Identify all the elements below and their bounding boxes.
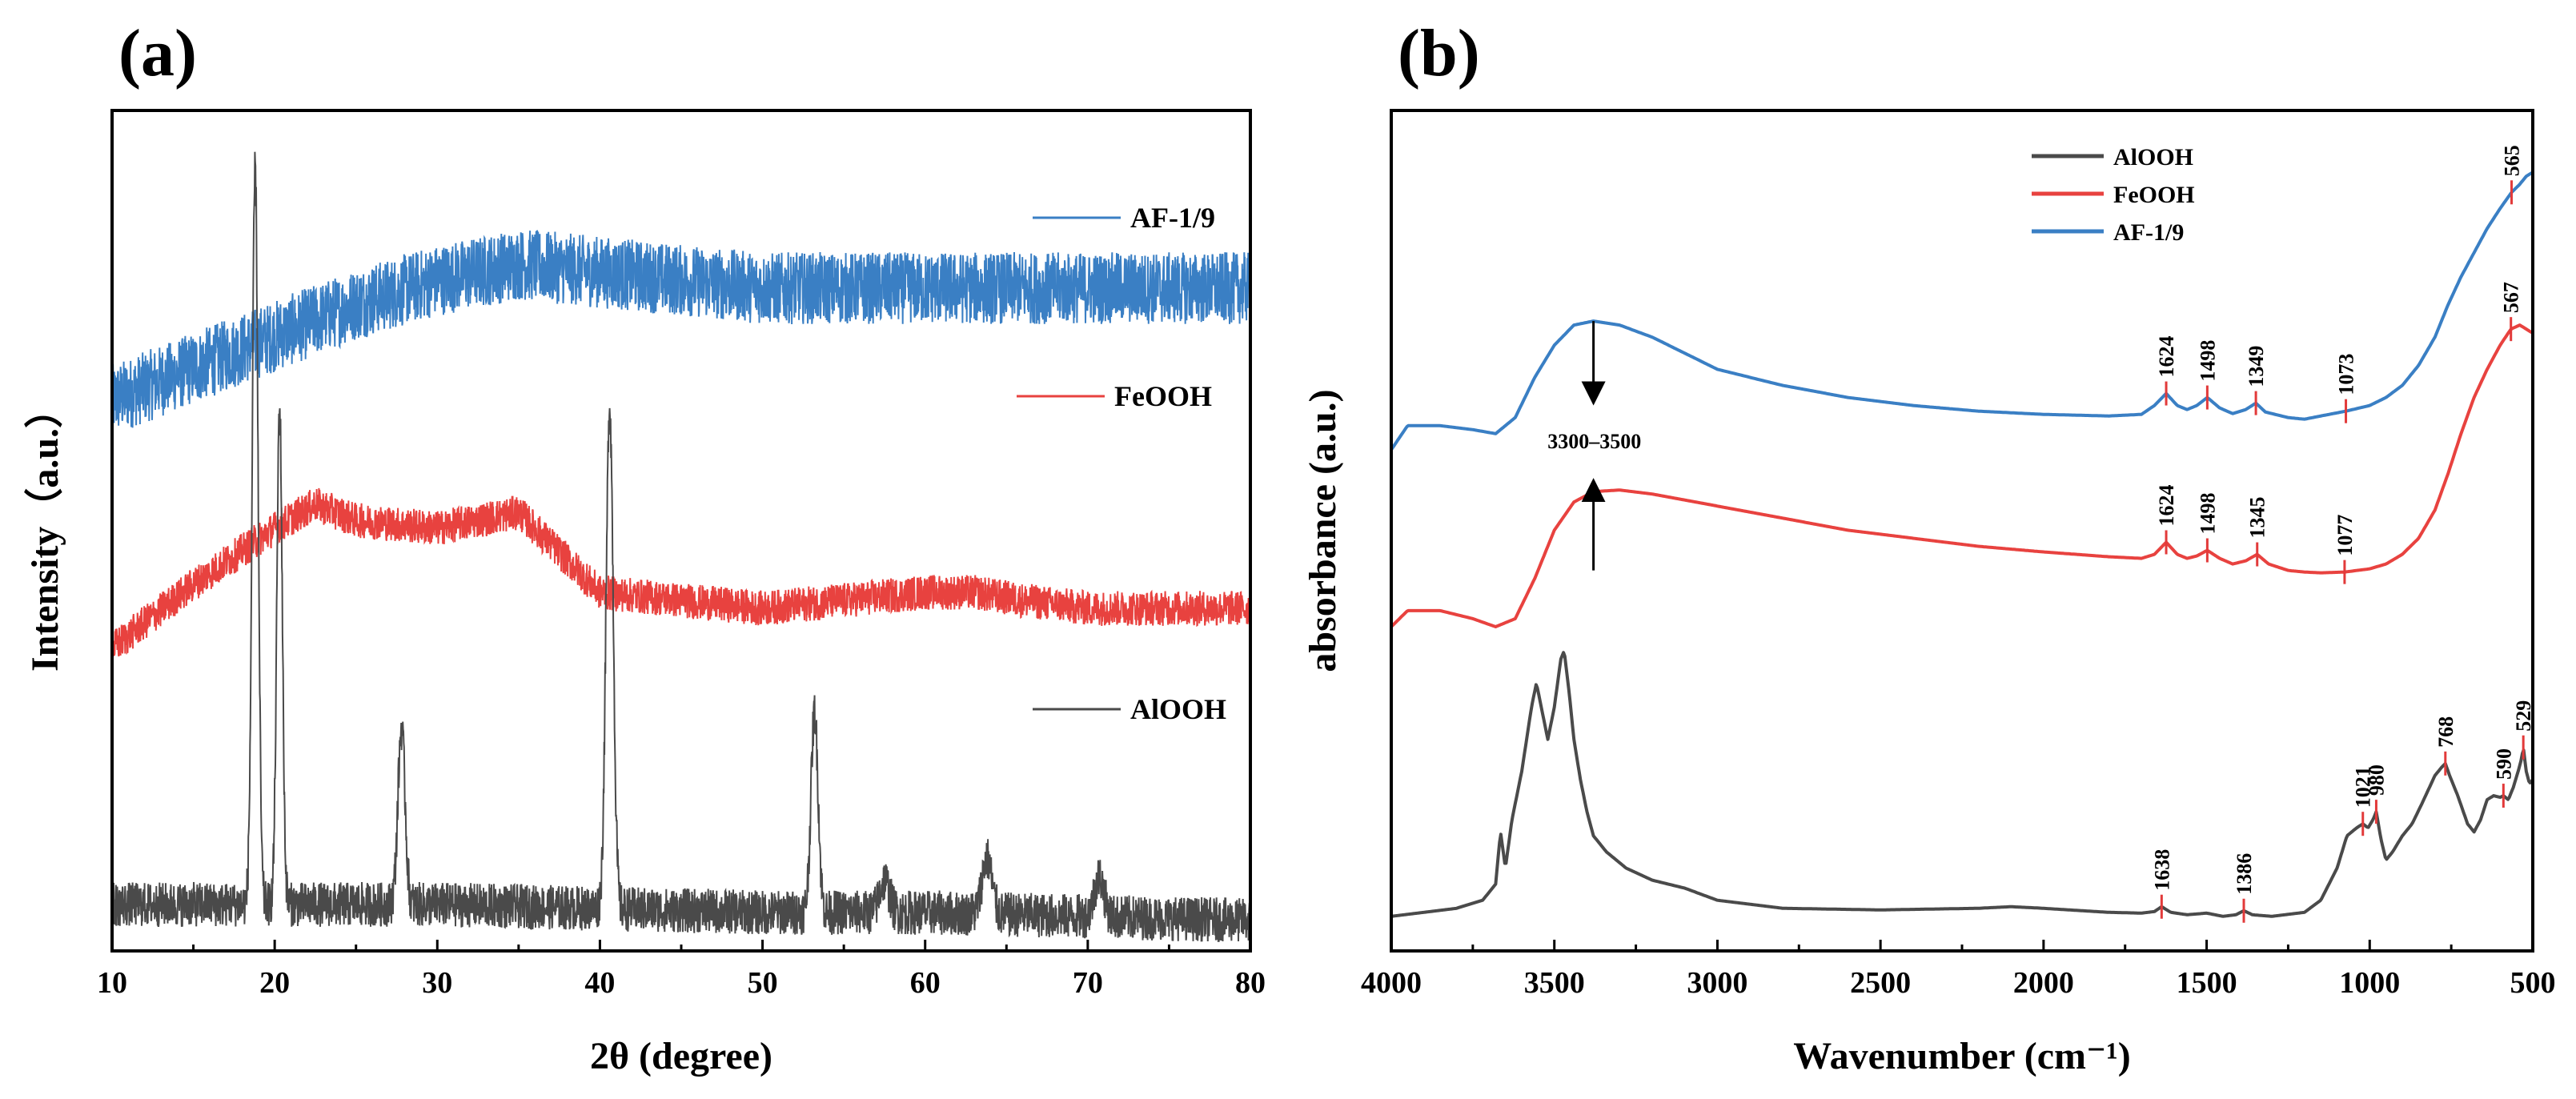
ftir-peak-labels: 1624 1498 1349 1073 565 1624 1498 1345 1077 567 16… — [2150, 145, 2535, 923]
xrd-chart: AF-1/9 FeOOH AlOOH 10 20 30 40 50 60 70 80 2θ (de… — [24, 109, 1266, 1077]
ftir-peak-label-alooh-768: 768 — [2434, 716, 2458, 748]
legend-label-alooh: AlOOH — [2113, 144, 2193, 170]
xrd-x-tick-label-30: 30 — [422, 966, 452, 1000]
ftir-line-alooh — [1390, 651, 2534, 918]
xrd-x-tick-label-20: 20 — [259, 966, 290, 1000]
ftir-x-tick-label-1500: 1500 — [2177, 966, 2237, 1000]
xrd-line-af-1-9 — [111, 230, 1251, 428]
ftir-x-axis: 4000 3500 3000 2500 2000 1500 1000 500 — [1361, 940, 2556, 1000]
ftir-line-af-1-9 — [1390, 170, 2534, 451]
xrd-x-tick-label-60: 60 — [910, 966, 941, 1000]
ftir-peak-label-af-1-9-565: 565 — [2501, 145, 2524, 176]
xrd-x-tick-label-40: 40 — [584, 966, 615, 1000]
ftir-peak-label-alooh-1638: 1638 — [2150, 849, 2173, 891]
ftir-peak-label-feooh-567: 567 — [2500, 282, 2523, 313]
ftir-peak-label-alooh-590: 590 — [2492, 748, 2515, 780]
xrd-label-alooh: AlOOH — [1130, 693, 1226, 725]
ftir-annotations: 3300–3500 — [1547, 321, 1641, 571]
xrd-line-feooh — [111, 487, 1251, 664]
legend-label-af-1-9: AF-1/9 — [2113, 219, 2184, 246]
ftir-x-tick-label-500: 500 — [2510, 966, 2556, 1000]
ftir-peak-label-feooh-1498: 1498 — [2196, 493, 2219, 535]
xrd-x-axis-title: 2θ (degree) — [590, 1035, 772, 1077]
xrd-x-tick-label-70: 70 — [1073, 966, 1103, 1000]
ftir-x-tick-label-2500: 2500 — [1850, 966, 1911, 1000]
ftir-x-tick-label-4000: 4000 — [1361, 966, 1422, 1000]
ftir-peak-label-alooh-980: 980 — [2365, 764, 2388, 796]
xrd-label-af-1-9: AF-1/9 — [1130, 202, 1215, 234]
xrd-x-tick-label-10: 10 — [97, 966, 127, 1000]
xrd-x-axis: 10 20 30 40 50 60 70 80 — [97, 940, 1266, 1000]
ftir-peak-label-af-1-9-1349: 1349 — [2245, 346, 2268, 387]
ftir-peak-label-af-1-9-1073: 1073 — [2335, 354, 2358, 395]
ftir-legend: AlOOH FeOOH AF-1/9 — [2032, 144, 2195, 246]
ftir-x-tick-label-1000: 1000 — [2339, 966, 2400, 1000]
annotation-3300-3500: 3300–3500 — [1547, 430, 1641, 453]
ftir-peak-label-feooh-1624: 1624 — [2155, 484, 2178, 526]
ftir-peak-label-af-1-9-1624: 1624 — [2155, 336, 2178, 378]
ftir-x-tick-label-3000: 3000 — [1687, 966, 1747, 1000]
xrd-y-axis-title: Intensity（a.u.） — [24, 390, 66, 672]
ftir-peak-label-feooh-1077: 1077 — [2333, 515, 2357, 556]
ftir-peak-label-af-1-9-1498: 1498 — [2196, 340, 2219, 382]
legend-label-feooh: FeOOH — [2113, 182, 2195, 208]
ftir-peak-label-alooh-1021: 1021 — [2352, 766, 2375, 808]
ftir-peak-label-alooh-1386: 1386 — [2233, 853, 2256, 895]
ftir-peak-label-feooh-1345: 1345 — [2246, 497, 2269, 539]
xrd-curve-labels: AF-1/9 FeOOH AlOOH — [1017, 202, 1226, 725]
ftir-x-axis-title: Wavenumber (cm⁻¹) — [1793, 1035, 2130, 1077]
ftir-chart: 1624 1498 1349 1073 565 1624 1498 1345 1077 567 16… — [1302, 109, 2556, 1077]
ftir-y-axis-title: absorbance (a.u.) — [1302, 389, 1344, 672]
xrd-line-alooh — [111, 151, 1251, 942]
xrd-label-feooh: FeOOH — [1114, 380, 1212, 412]
ftir-line-feooh — [1390, 323, 2534, 628]
xrd-series-group — [111, 151, 1251, 942]
ftir-x-tick-label-3500: 3500 — [1524, 966, 1585, 1000]
panel-label-a: (a) — [118, 16, 197, 90]
xrd-x-tick-label-50: 50 — [748, 966, 778, 1000]
panel-label-b: (b) — [1398, 16, 1480, 90]
xrd-x-tick-label-80: 80 — [1235, 966, 1266, 1000]
ftir-x-tick-label-2000: 2000 — [2013, 966, 2074, 1000]
